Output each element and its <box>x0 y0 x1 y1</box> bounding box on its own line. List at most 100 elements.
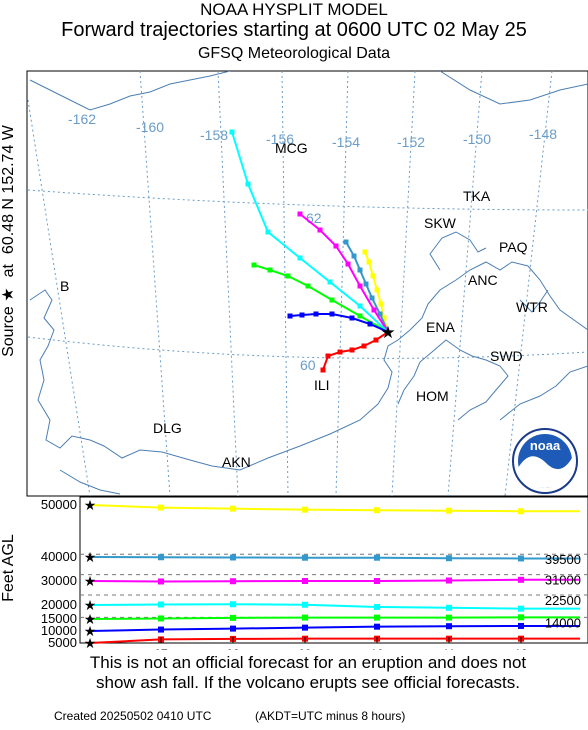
source-star-icon: ★ <box>84 549 97 565</box>
y-axis-label: Feet AGL <box>0 534 17 602</box>
station-label: ILI <box>314 377 330 393</box>
height-point <box>302 578 308 584</box>
trajectory-point <box>245 181 251 187</box>
time-label: 10 <box>370 647 384 650</box>
lon-label: -154 <box>332 134 360 150</box>
trajectory-point <box>363 281 369 287</box>
station-label: SWD <box>490 348 523 364</box>
coastline-segment <box>439 71 588 105</box>
disclaimer-line-2: show ash fall. If the volcano erupts see… <box>96 673 520 692</box>
lat-label: 60 <box>300 357 316 373</box>
trajectory-point <box>378 301 384 307</box>
lon-label: -148 <box>529 126 557 142</box>
height-series-line <box>89 603 580 610</box>
created-timestamp: Created 20250502 0410 UTC <box>54 709 212 723</box>
height-tick-label-right: 31000 <box>545 573 581 588</box>
height-point <box>230 625 236 632</box>
source-star-icon: ★ <box>84 635 97 650</box>
coastline-segment <box>397 261 588 341</box>
height-point <box>518 614 524 621</box>
trajectory-point <box>370 273 376 279</box>
height-point <box>230 601 236 608</box>
trajectory-point <box>357 267 363 273</box>
source-star-icon: ★ <box>84 611 97 627</box>
height-series-line <box>89 616 580 620</box>
trajectory-point <box>343 239 349 245</box>
height-point <box>158 615 164 622</box>
disclaimer-line-1: This is not an official forecast for an … <box>89 653 527 672</box>
source-label-coords: 60.48 N 152.74 W <box>0 124 17 254</box>
timezone-note: (AKDT=UTC minus 8 hours) <box>255 709 406 723</box>
meridian-line <box>139 71 171 496</box>
trajectory-point <box>320 367 326 373</box>
height-tick-label: 50000 <box>41 497 77 512</box>
height-series-line <box>89 624 580 632</box>
trajectory-point <box>357 303 363 309</box>
time-label: 12 <box>514 647 528 650</box>
station-label: MCG <box>275 140 308 156</box>
height-tick-label-right: 22500 <box>545 593 581 608</box>
trajectory-point <box>305 283 311 289</box>
height-point <box>518 622 524 629</box>
height-series-line <box>89 578 580 583</box>
coastline-segment <box>29 289 399 471</box>
latitude-line <box>27 336 588 359</box>
station-labels: MCG TKA SKW PAQ ANC WTR ENA SWD HOM ILI … <box>60 140 548 470</box>
height-tick-label-right: 39500 <box>545 552 581 567</box>
height-tick-label: 10000 <box>41 623 77 638</box>
trajectory-point <box>285 273 291 279</box>
height-point <box>374 507 380 514</box>
height-point <box>518 508 524 515</box>
station-label: HOM <box>416 388 449 404</box>
trajectory-point <box>362 249 368 255</box>
height-point <box>374 603 380 610</box>
meridian-line <box>281 71 289 496</box>
height-point <box>230 578 236 585</box>
source-star-icon: ★ <box>380 323 395 342</box>
height-panel: 50000 ★ 40000 ★ 30000 ★ 20000 ★ 15000 ★ 10000 ★ 5000… <box>0 496 588 650</box>
trajectory-point <box>329 297 335 303</box>
model-title: NOAA HYSPLIT MODEL <box>200 0 388 19</box>
time-label: 07 <box>154 647 168 650</box>
meridian-line <box>504 71 553 496</box>
trajectory-point <box>377 311 383 317</box>
noaa-logo: noaa <box>512 428 578 494</box>
station-label: WTR <box>516 299 548 315</box>
trajectory-point <box>357 313 363 319</box>
trajectory-figure: -162 -160 -158 -156 -154 -152 -150 -148 … <box>0 70 588 650</box>
trajectory-point <box>381 315 387 321</box>
height-point <box>230 505 236 512</box>
height-tick-label: 30000 <box>41 573 77 588</box>
trajectory-point <box>351 253 357 259</box>
station-label: AKN <box>222 454 251 470</box>
height-series-line <box>89 556 580 560</box>
height-point <box>158 601 164 608</box>
trajectory-point <box>345 261 351 267</box>
source-star-icon: ★ <box>84 623 97 639</box>
height-point <box>230 554 236 561</box>
lon-label: -150 <box>463 131 491 147</box>
time-label: 09 <box>298 647 312 650</box>
longitude-labels: -162 -160 -158 -156 -154 -152 -150 -148 … <box>68 111 557 373</box>
lon-label: -152 <box>397 134 425 150</box>
map-panel: -162 -160 -158 -156 -154 -152 -150 -148 … <box>26 70 588 497</box>
logo-text: noaa <box>530 438 561 453</box>
trajectory-point <box>373 337 379 343</box>
trajectory-point <box>349 347 355 353</box>
meridian-line <box>27 99 91 496</box>
height-tick-label: 5000 <box>48 635 77 650</box>
trajectory-point <box>327 279 333 285</box>
height-point <box>446 555 452 562</box>
coastline-segment <box>59 469 121 495</box>
meridian-line <box>447 71 483 496</box>
station-label: ENA <box>426 319 455 335</box>
height-point <box>374 554 380 561</box>
height-tick-labels-left: 50000 ★ 40000 ★ 30000 ★ 20000 ★ 15000 ★ 10000 ★ 5000… <box>41 497 96 650</box>
height-point <box>374 614 380 621</box>
height-tick-labels-right: 39500 31000 22500 14000 <box>545 552 581 630</box>
source-location-label: Source ★ at 60.48 N 152.74 W <box>0 124 17 357</box>
logo-wave <box>518 456 572 488</box>
trajectory-point <box>313 311 319 317</box>
height-point <box>446 577 452 584</box>
trajectory-point <box>349 315 355 321</box>
